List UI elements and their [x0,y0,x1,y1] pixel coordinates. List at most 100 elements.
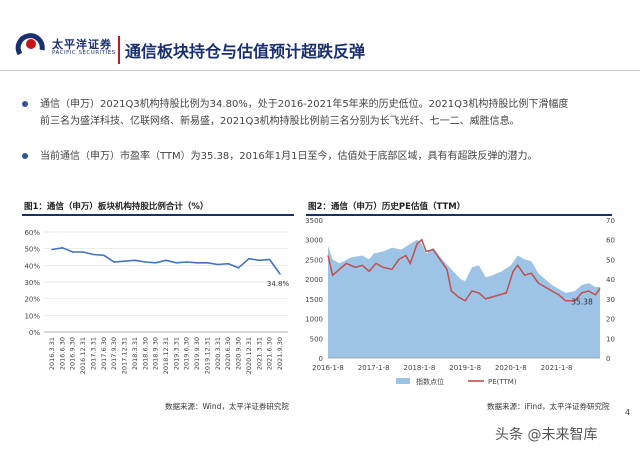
data-point [165,259,167,262]
x-tick-label: 2019.12.31 [203,337,211,374]
data-point [144,261,147,263]
data-point [206,262,209,264]
x-tick-label: 2016.9.30 [69,337,77,370]
page-title: 通信板块持仓与估值预计超跌反弹 [125,42,366,61]
left-y-tick-label: 0 [319,355,323,363]
pe-ttm-line [327,238,601,302]
y-tick-label: 30% [24,279,40,287]
pacific-securities-logo-icon [15,33,45,56]
x-tick-label: 2019.9.30 [193,337,201,370]
figure-2-source: 数据来源：iFind，太平洋证券研究院 [487,402,610,411]
header-rule [0,70,640,71]
figure-2-chart: 0 500 1000 1500 2000 2500 3000 3500 0 10 20 30 40 50 6… [305,217,615,386]
bullet-2: 当前通信（申万）市盈率（TTM）为35.38，2016年1月1日至今，估值处于底… [22,148,622,165]
data-point [82,251,84,253]
right-y-tick-label: 20 [606,316,615,324]
x-tick-label: 2020.12.31 [245,337,253,374]
figure-2-title: 图2：通信（申万）历史PE估值（TTM） [308,202,466,212]
x-tick-label: 2017.9.30 [110,337,118,370]
x-tick-label: 2018.9.30 [152,337,160,370]
figure-1-source: 数据来源：Wind，太平洋证券研究院 [165,402,289,411]
x-tick-label: 2018.3.31 [131,337,139,370]
bullet-dot-icon [22,153,28,159]
right-y-tick-label: 30 [606,296,615,304]
title-divider [118,36,120,64]
x-tick-label: 2017.12.31 [121,337,129,374]
data-point [237,267,240,269]
header: 太平洋证券 PACIFIC SECURITIES 通信板块持仓与估值预计超跌反弹 [0,0,640,64]
data-point [196,262,198,264]
left-y-tick-label: 1500 [305,296,323,304]
x-tick-label: 2020-1-8 [495,364,527,372]
legend-label-pe: PE(TTM) [488,378,517,386]
legend-swatch-index [396,378,410,384]
x-tick-label: 2016-1-8 [312,364,344,372]
figure-2-rule [306,214,612,216]
data-point [248,257,250,260]
bullet-1-line-2: 前三名为盛洋科技、亿联网络、新易盛，2021Q3机构持股比例前三名分别为长飞光纤… [40,116,520,127]
x-tick-label: 2021.3.31 [255,337,263,370]
x-tick-label: 2017.3.31 [89,337,97,370]
logo-subtext: PACIFIC SECURITIES [52,50,116,56]
right-y-tick-label: 60 [606,237,615,245]
legend-label-index: 指数点位 [416,377,444,386]
x-tick-label: 2021.6.30 [266,337,274,370]
figure-1-rule [22,214,294,216]
right-y-tick-label: 70 [606,217,615,225]
y-tick-label: 20% [24,296,40,304]
left-y-tick-label: 500 [310,335,323,343]
data-label: 34.8% [267,280,290,288]
x-tick-label: 2020.9.30 [235,337,243,370]
data-point [134,259,136,262]
x-tick-label: 2019.3.31 [172,337,180,370]
data-point [279,273,281,275]
x-tick-label: 2020.3.31 [214,337,222,370]
data-point [217,263,219,266]
bullet-2-line-1: 当前通信（申万）市盈率（TTM）为35.38，2016年1月1日至今，估值处于底… [40,151,538,162]
left-y-tick-label: 2500 [305,256,323,264]
left-y-tick-label: 3500 [305,217,323,225]
data-point [103,254,105,257]
x-tick-label: 2019-1-8 [449,364,481,372]
data-point [51,248,53,251]
left-y-tick-label: 3000 [305,237,323,245]
left-y-tick-label: 1000 [305,316,323,324]
x-tick-label: 2016.6.30 [58,337,66,370]
x-tick-label: 2019.6.30 [183,337,191,370]
x-tick-label: 2016.12.31 [79,337,87,374]
x-tick-label: 2021.9.30 [276,337,284,370]
y-tick-label: 50% [24,246,40,254]
right-y-tick-label: 0 [606,355,610,363]
data-label: 35.38 [571,297,593,306]
data-point [185,261,188,263]
data-point [154,262,157,264]
bullet-1-line-1: 通信（申万）2021Q3机构持股比例为34.80%，处于2016-2021年5年… [40,99,569,110]
watermark: 头条 @未来智库 [495,427,598,443]
x-tick-label: 2017-1-8 [358,364,390,372]
x-tick-label: 2021-1-8 [541,364,573,372]
y-tick-label: 0% [29,329,40,337]
right-y-tick-label: 10 [606,335,615,343]
page-number: 4 [625,408,631,417]
x-tick-label: 2017.6.30 [100,337,108,370]
data-point [258,259,261,262]
figure-1-title: 图1：通信（申万）板块机构持股比例合计（%） [24,202,209,212]
x-tick-label: 2018-1-8 [404,364,436,372]
bullet-1: 通信（申万）2021Q3机构持股比例为34.80%，处于2016-2021年5年… [22,96,622,130]
data-point [175,262,178,264]
left-y-tick-label: 2000 [305,276,323,284]
x-tick-label: 2020.6.30 [224,337,232,370]
y-tick-label: 60% [24,229,40,237]
data-point [92,253,95,256]
data-point [113,261,115,263]
data-point [268,258,271,261]
x-tick-label: 2018.6.30 [141,337,149,370]
y-tick-label: 10% [24,312,40,320]
logo-text: 太平洋证券 [52,38,112,51]
x-tick-label: 2018.12.31 [162,337,170,374]
figure-1-chart: 0%10%20%30%40%50%60%2016.3.31 2016.6.30 20… [24,229,290,374]
right-y-tick-label: 40 [606,276,615,284]
bullet-dot-icon [22,101,28,107]
data-point [227,262,229,265]
y-tick-label: 40% [24,262,40,270]
